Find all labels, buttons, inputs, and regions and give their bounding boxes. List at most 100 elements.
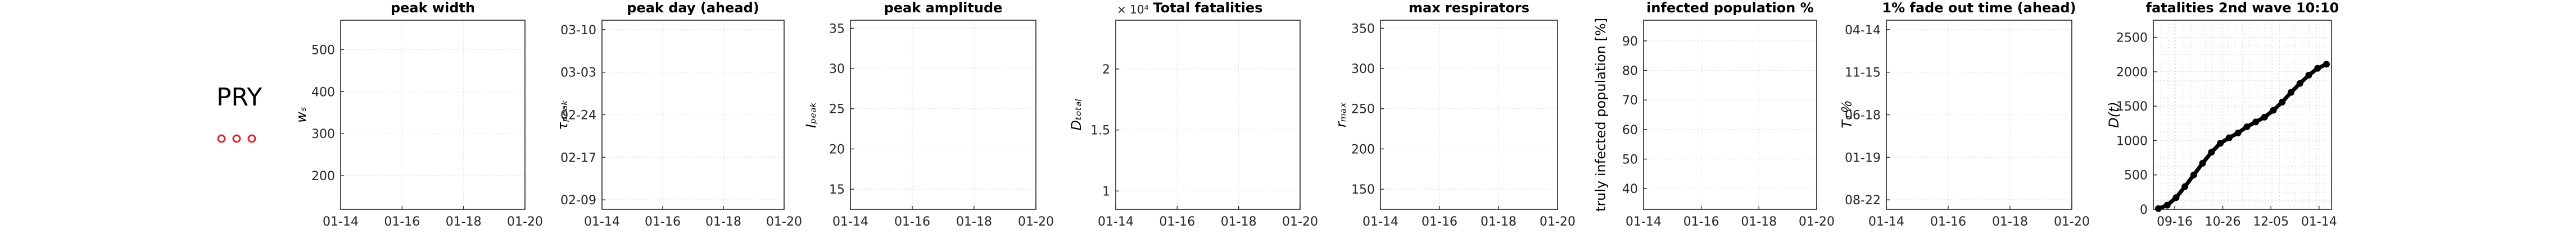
y-tick-label: 70	[1622, 94, 1638, 108]
x-tick-label: 01-14	[1626, 215, 1662, 229]
x-tick-label: 01-16	[384, 215, 420, 229]
y-tick-label: 01-19	[1845, 151, 1881, 165]
x-tick-label: 01-14	[832, 215, 868, 229]
y-tick-label: 1.5	[1090, 124, 1110, 138]
y-tick-label: 90	[1622, 35, 1638, 49]
x-tick-label: 01-20	[2054, 215, 2090, 229]
data-point	[2163, 201, 2171, 209]
y-tick-label: 02-17	[560, 151, 596, 165]
x-tick-label: 09-16	[2157, 215, 2193, 229]
y-tick-label: 1000	[2116, 134, 2148, 148]
y-tick-label: 02-24	[560, 109, 596, 123]
x-tick-label: 01-14	[584, 215, 620, 229]
y-tick-label: 250	[1351, 103, 1375, 117]
y-tick-label: 500	[2124, 169, 2148, 183]
y-tick-label: 200	[1351, 143, 1375, 157]
x-tick-label: 01-14	[1868, 215, 1904, 229]
axes-frame	[340, 20, 526, 210]
x-tick-label: 01-18	[1741, 215, 1777, 229]
chart-title: peak width	[391, 0, 475, 16]
data-point	[2225, 134, 2233, 141]
panel-6: 01-14 01-16 01-18 01-20 40 50 60 70 80 90 infected…	[1593, 0, 1835, 229]
y-axis-label: rₘₐₓ	[1333, 102, 1349, 127]
data-point	[2154, 205, 2162, 212]
y-tick-label: 2500	[2116, 31, 2148, 45]
y-tick-label: 02-09	[560, 194, 596, 208]
data-point	[2208, 149, 2215, 156]
y-tick-label: 300	[311, 127, 335, 141]
chart-title: Total fatalities	[1153, 0, 1263, 16]
y-tick-label: 50	[1622, 153, 1638, 167]
chart-title: 1% fade out time (ahead)	[1882, 0, 2076, 16]
y-tick-label: 20	[829, 143, 845, 157]
y-tick-label: 15	[829, 183, 845, 197]
data-point	[2288, 89, 2295, 96]
y-tick-label: 03-03	[560, 66, 596, 80]
y-tick-label: 30	[829, 62, 845, 76]
data-point	[2261, 113, 2268, 121]
chart-title: peak day (ahead)	[627, 0, 759, 16]
y-tick-label: 400	[311, 85, 335, 99]
axes-frame	[850, 20, 1036, 210]
x-tick-label: 01-14	[1362, 215, 1398, 229]
y-tick-label: 2	[1102, 63, 1110, 77]
y-tick-label: 35	[829, 22, 845, 36]
panel-1: 01-14 01-16 01-18 01-20 200 300 400 500 peak wid…	[293, 0, 543, 229]
y-tick-label: 06-18	[1845, 109, 1881, 123]
legend-marker-1	[217, 134, 226, 143]
x-tick-label: 01-16	[1930, 215, 1966, 229]
y-axis-label: τₚₑₐₖ	[555, 99, 571, 130]
x-tick-label: 01-16	[645, 215, 681, 229]
data-point	[2314, 65, 2321, 72]
y-axis-label: Dₜₒₜₐₗ	[1069, 99, 1084, 131]
legend-marker-3	[247, 134, 256, 143]
y-tick-label: 11-15	[1845, 66, 1881, 80]
x-tick-label: 12-05	[2253, 215, 2289, 229]
panel-2: 01-14 01-16 01-18 01-20 02-09 02-17 02-24 03-03…	[555, 0, 802, 229]
y-tick-label: 25	[829, 103, 845, 117]
x-tick-label: 01-18	[446, 215, 482, 229]
y-tick-label: 1	[1102, 185, 1110, 199]
x-tick-label: 01-16	[1683, 215, 1719, 229]
x-tick-label: 01-16	[1421, 215, 1457, 229]
y-tick-label: 08-22	[1845, 194, 1881, 208]
data-point	[2243, 123, 2251, 130]
y-tick-label: 04-14	[1845, 24, 1881, 38]
y-tick-label: 1500	[2116, 100, 2148, 114]
axes-frame	[1643, 20, 1817, 210]
data-point	[2172, 194, 2180, 201]
x-tick-label: 01-18	[1221, 215, 1257, 229]
chart-title: fatalities 2nd wave 10:10	[2146, 0, 2339, 16]
x-tick-label: 01-14	[1098, 215, 1134, 229]
y-scale-label: × 10⁴	[1117, 3, 1149, 16]
y-axis-label: truly infected population [%]	[1593, 18, 1609, 212]
data-point	[2323, 61, 2330, 68]
x-tick-label: 01-16	[894, 215, 930, 229]
x-tick-label: 01-20	[507, 215, 543, 229]
y-tick-label: 2000	[2116, 66, 2148, 80]
x-tick-label: 01-14	[323, 215, 359, 229]
x-tick-label: 10-26	[2205, 215, 2241, 229]
chart-title: peak amplitude	[884, 0, 1003, 16]
y-tick-label: 500	[311, 43, 335, 57]
data-point	[2234, 129, 2242, 136]
data-point	[2217, 140, 2224, 147]
data-point	[2252, 118, 2260, 126]
y-tick-label: 03-10	[560, 24, 596, 38]
chart-title: max respirators	[1409, 0, 1529, 16]
chart-title: infected population %	[1646, 0, 1814, 16]
data-point	[2279, 98, 2286, 105]
data-point	[2199, 159, 2206, 167]
y-tick-label: 200	[311, 169, 335, 183]
y-tick-label: 300	[1351, 62, 1375, 76]
y-axis-label: Iₚₑₐₖ	[803, 102, 819, 128]
y-axis-label: wₛ	[293, 107, 309, 123]
y-tick-label: 60	[1622, 123, 1638, 137]
x-tick-label: 01-20	[1799, 215, 1835, 229]
data-point	[2270, 107, 2277, 114]
axes-frame	[2153, 20, 2332, 210]
y-tick-label: 40	[1622, 182, 1638, 196]
data-point	[2305, 72, 2312, 79]
panel-4: 01-14 01-16 01-18 01-20 1 1.5 2 Total fatalitie…	[1069, 0, 1318, 229]
x-tick-label: 01-20	[1282, 215, 1318, 229]
